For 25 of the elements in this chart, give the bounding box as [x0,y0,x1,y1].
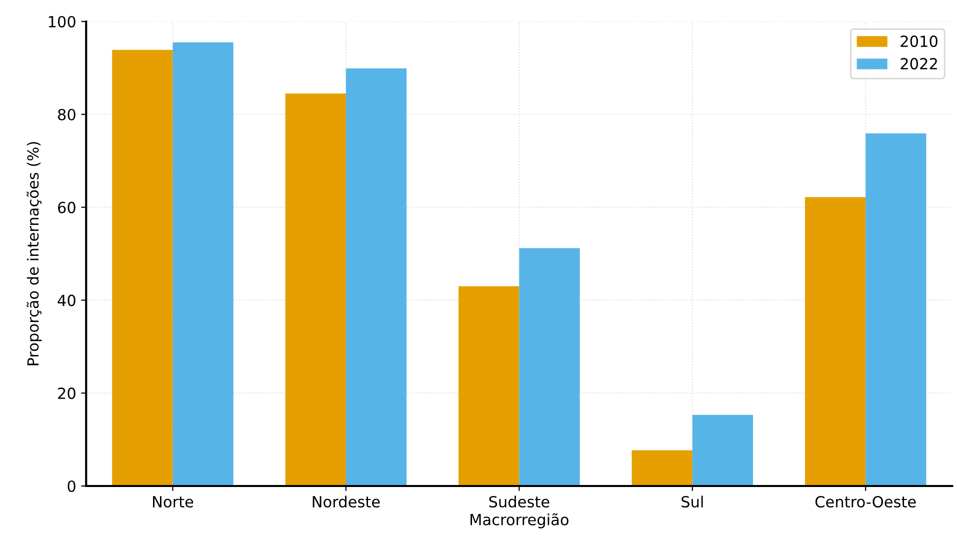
bar [519,248,580,486]
bar [172,42,234,486]
bar [346,68,407,486]
bar [285,93,346,486]
y-tick-label: 80 [58,108,76,120]
legend-label: 2010 [900,36,938,48]
bar [866,133,926,486]
y-tick-label: 60 [58,202,76,214]
y-tick-label: 0 [68,480,76,492]
x-tick-label: Centro-Oeste [815,496,916,508]
bar [804,197,866,486]
x-tick-label: Sul [682,496,703,508]
legend-label: 2022 [900,58,937,70]
y-tick-label: 20 [58,388,76,400]
bar [112,50,173,486]
x-axis-title: Macrorregião [470,513,568,528]
y-tick-label: 100 [48,16,76,28]
y-tick-label: 40 [58,294,76,306]
bar [632,450,692,486]
y-axis-title: Proporção de internações (%) [26,142,42,366]
x-tick-label: Norte [153,496,194,508]
bar [458,286,520,486]
x-tick-label: Sudeste [489,496,550,508]
bar [692,414,754,486]
x-tick-label: Nordeste [312,496,380,508]
